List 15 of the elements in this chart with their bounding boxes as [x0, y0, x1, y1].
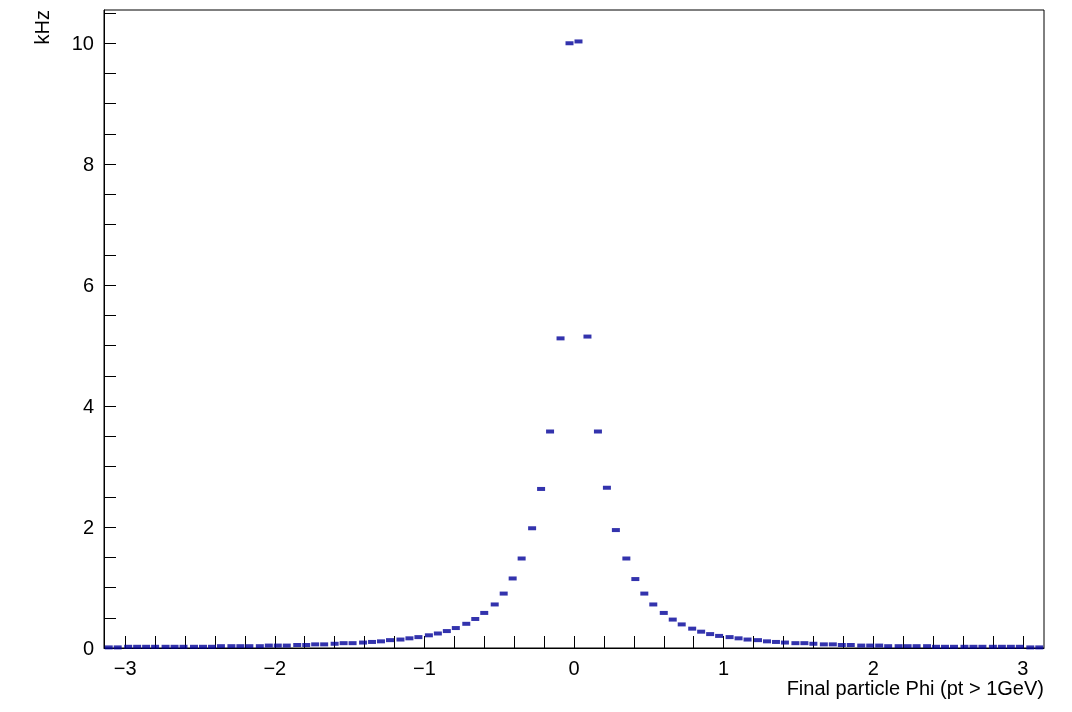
x-tick-label: 0 [568, 657, 580, 679]
y-tick-label: 6 [82, 274, 94, 297]
x-tick-label: 1 [718, 657, 730, 679]
x-tick-label: −2 [263, 657, 287, 679]
y-tick-label: 2 [82, 516, 94, 539]
y-tick-label: 0 [82, 637, 94, 659]
y-tick-label: 10 [71, 32, 94, 55]
y-axis-title: kHz [31, 10, 53, 45]
x-tick-label: 3 [1017, 657, 1029, 679]
x-tick-label: −1 [412, 657, 436, 679]
x-tick-label: −3 [113, 657, 137, 679]
y-tick-label: 4 [82, 395, 94, 418]
y-tick-label: 8 [82, 153, 94, 176]
x-axis-title: Final particle Phi (pt > 1GeV) [786, 677, 1044, 699]
x-tick-label: 2 [867, 657, 879, 679]
